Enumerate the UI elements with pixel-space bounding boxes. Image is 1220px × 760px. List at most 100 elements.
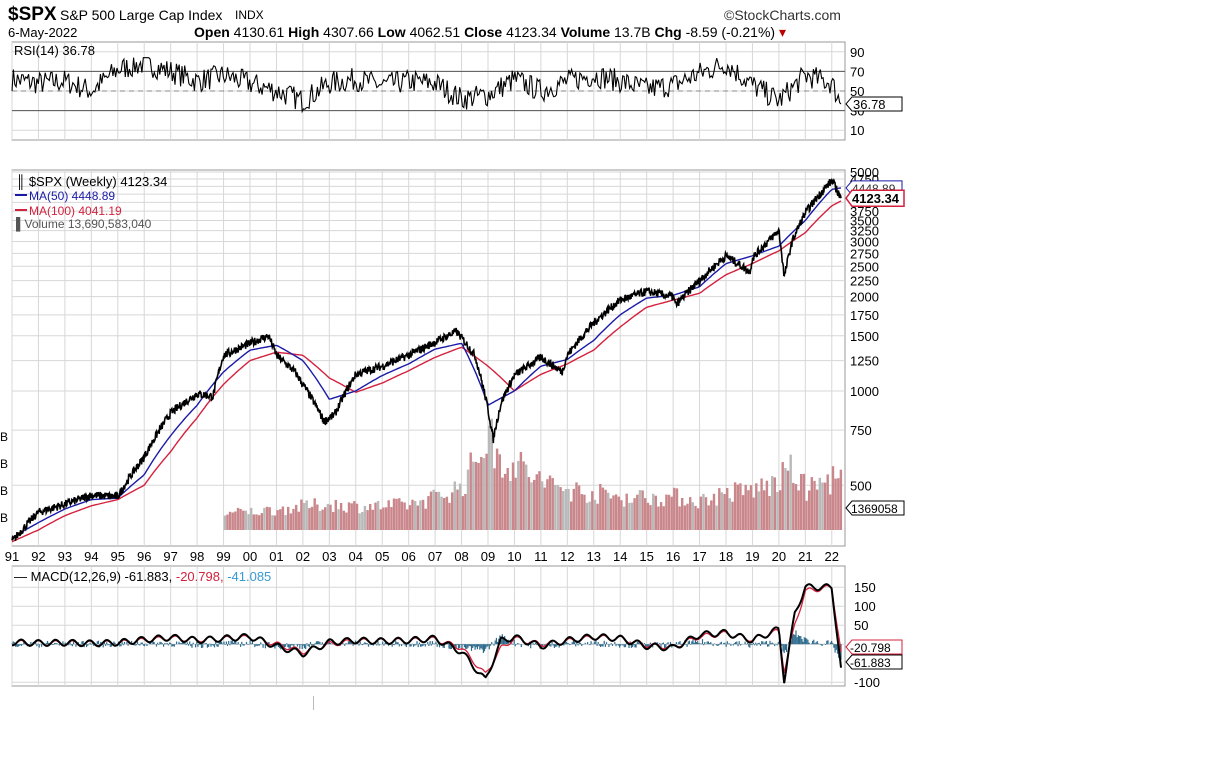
x-tick-label: 11 — [534, 549, 548, 564]
volume-bar — [350, 503, 353, 530]
volume-bar — [659, 502, 663, 530]
volume-bar — [540, 481, 544, 530]
price-tick-label: 750 — [850, 423, 872, 438]
macd-legend-signal: -20.798, — [176, 569, 227, 584]
macd-line — [12, 583, 842, 684]
rsi-current-label: 36.78 — [853, 97, 886, 112]
volume-bar — [834, 478, 837, 530]
macd-legend: — MACD(12,26,9) -61.883, -20.798, -41.08… — [14, 569, 271, 584]
volume-bar — [408, 505, 412, 530]
volume-bar — [429, 491, 433, 530]
x-tick-label: 98 — [190, 549, 204, 564]
volume-bar — [559, 487, 562, 530]
x-tick-label: 04 — [349, 549, 363, 564]
volume-bar — [577, 485, 581, 530]
volume-current-tag — [845, 500, 905, 516]
x-tick-label: 14 — [613, 549, 627, 564]
volume-bar — [609, 498, 612, 530]
volume-bar — [456, 489, 459, 530]
high-label: High — [288, 24, 320, 40]
x-tick-label: 03 — [322, 549, 336, 564]
volume-bar — [287, 506, 290, 530]
volume-bar — [784, 468, 787, 530]
volume-bar — [339, 503, 343, 530]
volume-bar — [755, 483, 758, 530]
volume-bar — [527, 477, 531, 530]
volume-bar — [638, 490, 642, 530]
high-value: 4307.66 — [323, 24, 374, 40]
volume-bar — [313, 498, 316, 530]
open-value: 4130.61 — [233, 24, 285, 40]
chg-label: Chg — [654, 24, 682, 40]
volume-bar — [562, 491, 565, 530]
volume-bar — [702, 493, 705, 530]
volume-bar — [837, 478, 840, 530]
volume-bar — [704, 497, 708, 530]
volume-bar — [387, 500, 390, 530]
volume-bar — [607, 492, 610, 530]
volume-bar — [361, 512, 364, 530]
volume-bar — [715, 505, 718, 530]
volume-bar — [644, 498, 647, 530]
price-tick-label: 5000 — [850, 165, 879, 180]
volume-bar — [554, 485, 557, 530]
volume-bar — [451, 492, 454, 530]
volume-bar — [604, 489, 607, 530]
volume-bar — [271, 515, 274, 530]
volume-bar — [733, 482, 737, 530]
chg-value: -8.59 (-0.21%) — [685, 24, 776, 40]
x-tick-label: 17 — [692, 549, 706, 564]
volume-bar — [403, 502, 406, 530]
signal-current-label: -20.798 — [850, 641, 891, 655]
x-tick-label: 02 — [296, 549, 310, 564]
volume-bar — [257, 515, 261, 530]
volume-bar — [546, 479, 549, 530]
signal-current-tag — [845, 639, 903, 655]
price-panel-frame — [11, 169, 846, 547]
price-tick-label: 2000 — [850, 290, 879, 305]
volume-bar — [815, 489, 819, 530]
macd-tick-label: 100 — [854, 599, 876, 614]
price-tick-label: 1750 — [850, 308, 879, 323]
volume-bar — [318, 511, 322, 530]
ma50-line — [11, 187, 842, 539]
brand-label[interactable]: ©StockCharts.com — [724, 7, 841, 23]
volume-bar — [829, 494, 832, 530]
volume-bar — [308, 508, 311, 530]
volume-bar — [575, 482, 578, 530]
volume-bar — [533, 479, 536, 530]
volume-bar — [792, 482, 795, 530]
volume-bar — [419, 500, 422, 530]
volume-bar — [601, 487, 605, 530]
x-tick-label: 95 — [111, 549, 125, 564]
volume-bar — [440, 496, 443, 530]
volume-bar — [596, 503, 599, 530]
x-tick-label: 07 — [428, 549, 442, 564]
volume-bar — [789, 454, 792, 530]
volume-bar — [797, 490, 800, 530]
price-tick-label: 2250 — [850, 274, 879, 289]
volume-bar — [226, 514, 229, 530]
volume-bar — [771, 476, 774, 530]
volume-bar — [435, 492, 438, 530]
volume-bar — [273, 515, 277, 530]
volume-bar — [686, 503, 689, 530]
volume-bar — [818, 477, 821, 530]
x-tick-label: 96 — [137, 549, 151, 564]
low-label: Low — [377, 24, 406, 40]
x-tick-label: 13 — [587, 549, 601, 564]
volume-bar — [236, 507, 240, 530]
volume-bar — [469, 452, 472, 530]
volume-bar — [681, 498, 684, 530]
volume-bar — [488, 425, 491, 530]
volume-bar — [800, 474, 803, 530]
volume-bar — [617, 496, 620, 530]
volume-bar — [620, 500, 623, 530]
volume-bar — [321, 509, 324, 530]
volume-bar — [376, 501, 380, 530]
volume-bar — [728, 498, 731, 530]
volume-legend: ▌Volume 13,690,583,040 — [16, 217, 152, 232]
x-tick-label: 99 — [216, 549, 230, 564]
volume-bar — [260, 513, 263, 530]
volume-bar — [776, 492, 779, 530]
